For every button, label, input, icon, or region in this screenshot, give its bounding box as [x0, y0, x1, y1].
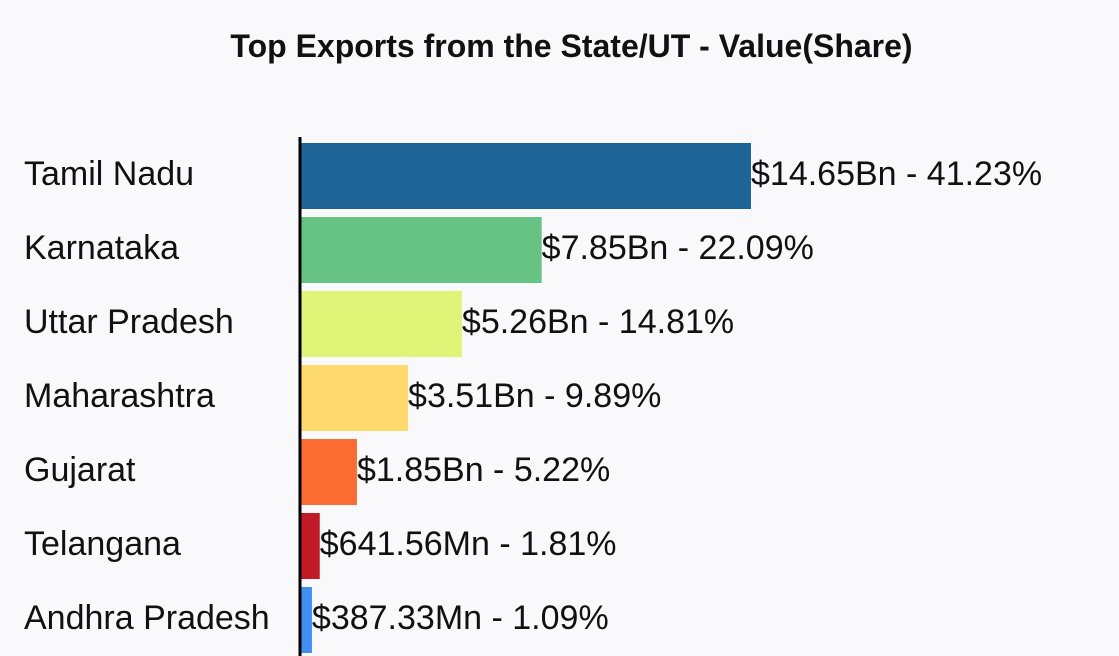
category-label: Maharashtra — [24, 377, 215, 415]
data-label: $5.26Bn - 14.81% — [462, 303, 734, 341]
chart-title: Top Exports from the State/UT - Value(Sh… — [230, 28, 913, 64]
data-label: $1.85Bn - 5.22% — [357, 451, 610, 489]
labels-layer: Tamil Nadu $14.65Bn - 41.23% Karnataka $7.8… — [24, 155, 1042, 637]
bar-maharashtra — [300, 365, 409, 431]
bars-layer — [300, 143, 751, 653]
category-label: Andhra Pradesh — [24, 599, 270, 637]
data-label: $14.65Bn - 41.23% — [751, 155, 1042, 193]
category-label: Tamil Nadu — [24, 155, 194, 193]
bar-karnataka — [300, 217, 542, 283]
category-label: Karnataka — [24, 229, 179, 267]
bar-andhra-pradesh — [300, 587, 312, 653]
category-label: Telangana — [24, 525, 181, 563]
bar-telangana — [300, 513, 320, 579]
data-label: $387.33Mn - 1.09% — [312, 599, 609, 637]
category-label: Uttar Pradesh — [24, 303, 234, 341]
bar-tamil-nadu — [300, 143, 751, 209]
data-label: $3.51Bn - 9.89% — [408, 377, 661, 415]
bar-uttar-pradesh — [300, 291, 462, 357]
category-label: Gujarat — [24, 451, 136, 489]
data-label: $7.85Bn - 22.09% — [542, 229, 814, 267]
bar-gujarat — [300, 439, 357, 505]
data-label: $641.56Mn - 1.81% — [320, 525, 617, 563]
